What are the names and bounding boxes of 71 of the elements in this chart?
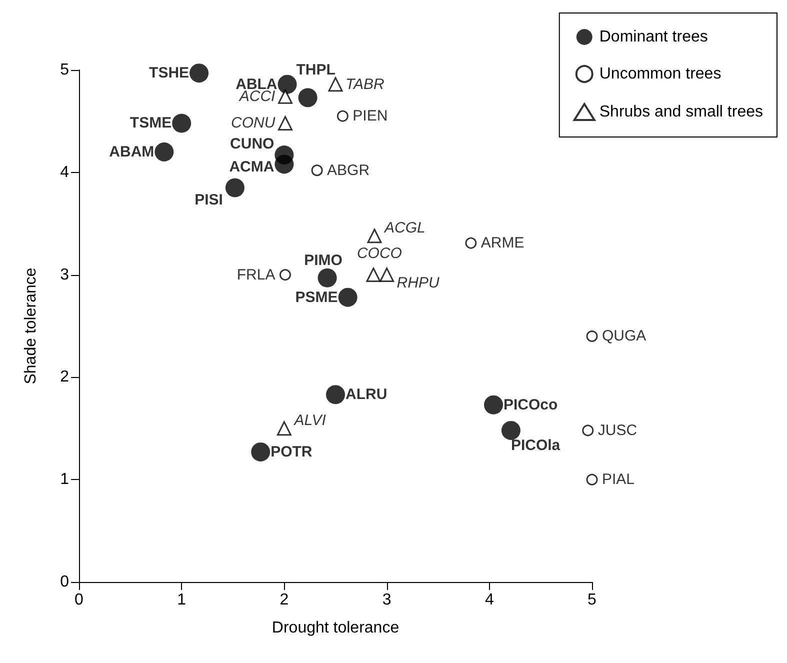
y-tick-label: 1 [60,471,70,488]
point [380,268,394,282]
point [225,178,244,198]
annotation: PIMO [304,252,343,269]
legend-label: Dominant trees [599,28,708,46]
x-tick-label: 3 [382,592,392,608]
point [172,114,192,133]
y-tick-label: 4 [60,164,70,181]
y-tick-label: 2 [60,368,70,386]
point [336,110,348,122]
point [251,442,270,462]
point [465,237,477,249]
annotation: QUGA [602,328,646,345]
point [586,330,598,342]
point [279,269,291,281]
annotation: RHPU [396,274,440,292]
point [326,385,345,404]
legend-label: Uncommon trees [599,66,722,82]
annotation: PIEN [352,108,388,125]
annotation: ALRU [346,386,388,404]
point [328,77,343,92]
point [586,474,598,486]
point [366,268,381,282]
point [484,395,504,414]
point [311,164,323,176]
x-tick-label: 4 [484,592,494,608]
annotation: CONU [231,114,276,132]
y-tick-label: 3 [60,266,70,284]
point [298,88,318,108]
y-tick-label: 0 [60,574,70,590]
annotation: ACMA [229,158,274,176]
annotation: TSHE [149,64,190,82]
point [501,420,520,440]
annotation: THPL [296,62,336,79]
point [276,421,292,436]
annotation: PISI [194,191,223,208]
annotation: TABR [346,76,385,93]
annotation: PSME [295,288,338,306]
annotation: ABGR [327,162,370,179]
annotation: ACCI [238,88,276,106]
annotation: FRLA [236,266,276,284]
annotation: CUNO [230,135,275,152]
point [367,228,382,244]
point [154,142,174,162]
x-tick-label: 0 [74,592,84,608]
annotation: ARME [480,234,524,252]
legend-label: Shrubs and small trees [599,104,764,120]
y-axis-title: Shade tolerance [22,268,40,384]
point [278,74,297,94]
annotation: ABAM [109,143,154,160]
annotation: ALVI [293,412,326,429]
annotation: PIAL [602,471,635,488]
point [278,116,292,130]
x-tick-label: 5 [588,592,597,608]
annotation: PICOla [510,436,561,454]
annotation: COCO [356,244,402,262]
annotation: ACGL [383,219,426,236]
x-tick-label: 2 [280,592,289,608]
point [582,424,594,436]
point [318,268,337,288]
point [338,288,358,307]
annotation: PICOco [504,396,558,414]
point [190,64,209,83]
point [274,154,294,174]
y-tick-label: 5 [60,62,70,78]
annotation: JUSC [598,422,638,439]
x-axis-title: Drought tolerance [272,620,400,636]
annotation: TSME [130,114,172,132]
point [278,89,292,104]
annotation: POTR [270,443,312,460]
x-tick-label: 1 [177,592,186,608]
